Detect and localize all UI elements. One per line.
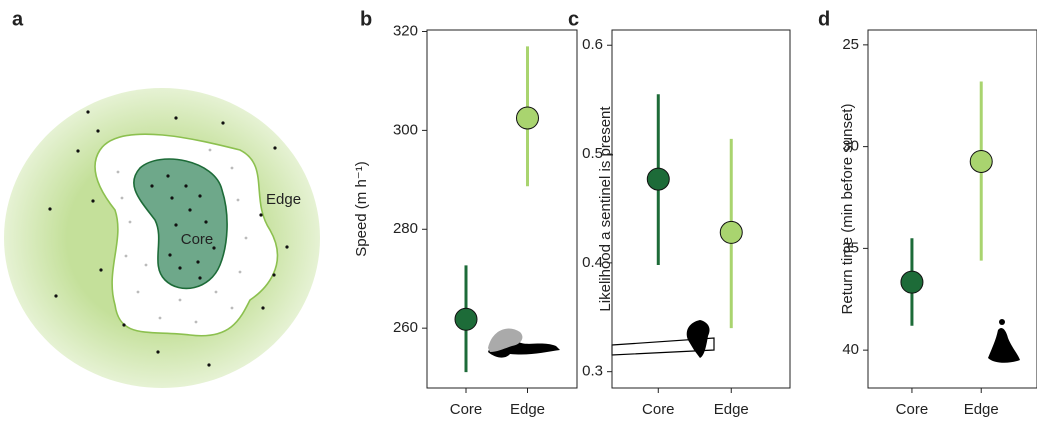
x-tick-label: Edge	[964, 401, 999, 418]
point	[517, 107, 539, 129]
y-tick-label: 40	[842, 341, 859, 358]
plot-frame	[868, 30, 1037, 388]
panel-label: b	[360, 8, 372, 30]
y-tick-label: 300	[393, 121, 418, 138]
x-tick-label: Edge	[714, 401, 749, 418]
y-tick-label: 35	[842, 239, 859, 256]
point	[647, 168, 669, 190]
point	[970, 150, 992, 172]
panel-a: a Core Edge	[4, 8, 320, 388]
figure: a Core Edge b Speed (m h⁻¹) 260 280 300 320 Co…	[0, 0, 1037, 423]
panel-label: d	[818, 8, 830, 30]
y-axis-label: Speed (m h⁻¹)	[353, 161, 370, 256]
y-axis-label: Return time (min before sunset)	[839, 104, 856, 315]
y-tick-label: 280	[393, 220, 418, 237]
point	[720, 221, 742, 243]
point	[901, 271, 923, 293]
y-tick-label: 25	[842, 36, 859, 53]
silhouettes	[488, 319, 1020, 363]
x-tick-label: Core	[896, 401, 929, 418]
y-tick-label: 320	[393, 22, 418, 39]
x-tick-label: Core	[642, 401, 675, 418]
y-axis-label: Likelihood a sentinel is present	[597, 106, 614, 312]
panel-label: a	[12, 8, 24, 30]
y-tick-label: 260	[393, 319, 418, 336]
point	[455, 308, 477, 330]
y-tick-label: 30	[842, 138, 859, 155]
y-tick-label: 0.5	[582, 145, 603, 162]
y-tick-label: 0.4	[582, 254, 603, 271]
x-tick-label: Core	[450, 401, 483, 418]
panel-label: c	[568, 8, 579, 30]
core-label: Core	[181, 231, 214, 248]
edge-label: Edge	[266, 191, 301, 208]
y-tick-label: 0.3	[582, 363, 603, 380]
x-tick-label: Edge	[510, 401, 545, 418]
y-tick-label: 0.6	[582, 36, 603, 53]
